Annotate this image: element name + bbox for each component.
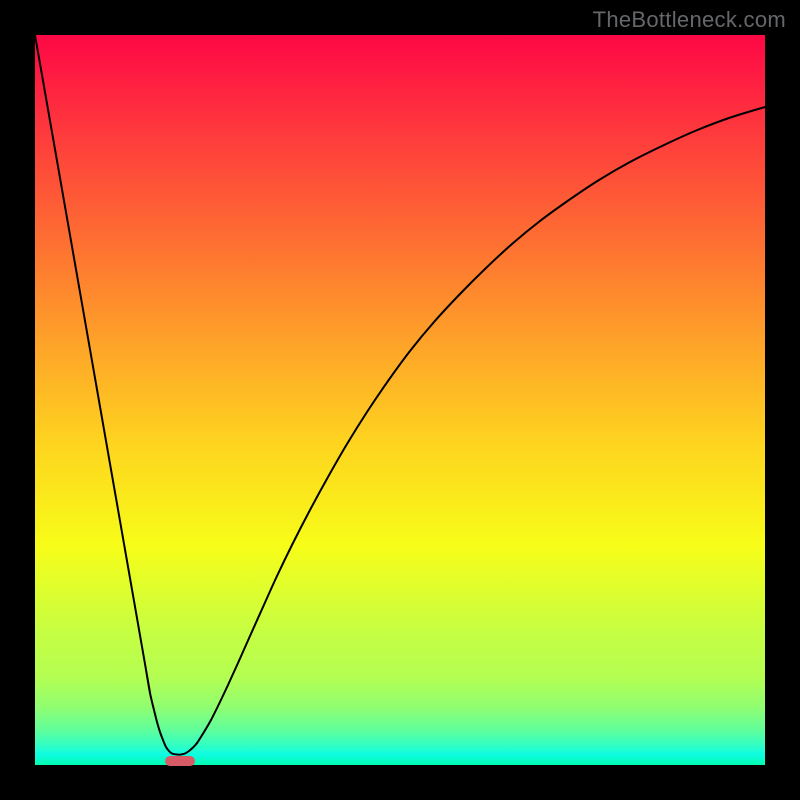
watermark-text: TheBottleneck.com bbox=[593, 7, 786, 33]
chart-stage: TheBottleneck.com bbox=[0, 0, 800, 800]
chart-svg bbox=[0, 0, 800, 800]
bottleneck-marker bbox=[165, 756, 195, 766]
